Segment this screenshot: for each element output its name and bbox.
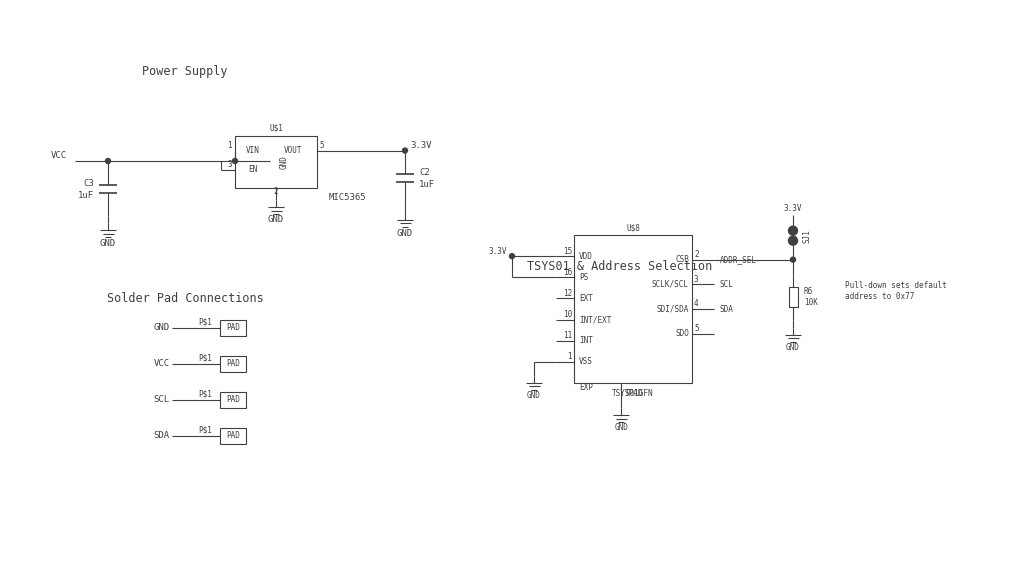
Text: INT/EXT: INT/EXT <box>579 315 611 324</box>
Text: 3: 3 <box>227 160 232 169</box>
Text: SCL: SCL <box>720 280 734 289</box>
Text: VDD: VDD <box>579 252 593 261</box>
Text: 12: 12 <box>563 289 572 298</box>
Text: GND: GND <box>614 423 628 433</box>
Text: CSB: CSB <box>675 255 689 264</box>
Text: P$1: P$1 <box>198 354 212 362</box>
Text: U$8: U$8 <box>626 223 640 233</box>
Text: 15: 15 <box>563 247 572 256</box>
Text: GND: GND <box>527 391 541 400</box>
Text: INT: INT <box>579 336 593 345</box>
Text: 3.3V: 3.3V <box>410 141 431 150</box>
Text: GND: GND <box>786 343 800 352</box>
Text: SDO: SDO <box>675 329 689 338</box>
Text: VSS: VSS <box>579 357 593 366</box>
Circle shape <box>788 236 798 245</box>
Text: 5: 5 <box>319 141 324 150</box>
Text: PAD: PAD <box>226 359 240 369</box>
Text: 5: 5 <box>694 324 698 333</box>
Text: GND: GND <box>100 240 116 248</box>
Text: PAD: PAD <box>226 324 240 332</box>
Text: SCLK/SCL: SCLK/SCL <box>652 280 689 289</box>
Text: GND: GND <box>280 155 289 169</box>
Text: TSYS01 & Address Selection: TSYS01 & Address Selection <box>527 260 713 272</box>
Text: SDA: SDA <box>720 305 734 313</box>
Text: TSYS01GFN: TSYS01GFN <box>612 388 653 397</box>
Circle shape <box>402 148 408 153</box>
Text: 1: 1 <box>227 141 232 150</box>
Text: ADDR_SEL: ADDR_SEL <box>720 255 757 264</box>
Bar <box>220 356 246 372</box>
Text: PAD: PAD <box>226 396 240 404</box>
Text: P$1: P$1 <box>198 389 212 399</box>
Text: SDI/SDA: SDI/SDA <box>656 305 689 313</box>
Text: P$1: P$1 <box>198 317 212 327</box>
Text: 1uF: 1uF <box>419 180 435 189</box>
Text: VCC: VCC <box>51 151 67 161</box>
Text: 3: 3 <box>694 275 698 284</box>
Text: PS: PS <box>579 273 588 282</box>
Text: TPAD: TPAD <box>626 388 644 397</box>
Text: 3.3V: 3.3V <box>488 247 507 256</box>
Text: 16: 16 <box>563 268 572 277</box>
Text: GND: GND <box>268 215 284 225</box>
Bar <box>220 428 246 444</box>
Text: 11: 11 <box>563 331 572 340</box>
Text: 3.3V: 3.3V <box>783 204 802 213</box>
Text: 10: 10 <box>563 310 572 319</box>
Text: 4: 4 <box>694 300 698 309</box>
Circle shape <box>105 158 111 164</box>
Text: 1uF: 1uF <box>78 191 94 199</box>
Bar <box>788 287 798 307</box>
Circle shape <box>791 257 796 262</box>
Circle shape <box>232 158 238 164</box>
Text: GND: GND <box>154 324 170 332</box>
Text: MIC5365: MIC5365 <box>329 194 367 203</box>
Text: VOUT: VOUT <box>284 146 302 155</box>
Bar <box>234 136 317 188</box>
Bar <box>220 320 246 336</box>
Text: PAD: PAD <box>226 431 240 441</box>
Text: 1: 1 <box>567 353 572 361</box>
Text: 2: 2 <box>694 250 698 259</box>
Text: C3: C3 <box>83 179 94 188</box>
Text: 2: 2 <box>273 188 279 196</box>
Text: SJ1: SJ1 <box>802 229 811 242</box>
Text: Power Supply: Power Supply <box>142 65 227 78</box>
Text: VCC: VCC <box>154 359 170 369</box>
Text: Pull-down sets default
address to 0x77: Pull-down sets default address to 0x77 <box>845 281 947 301</box>
Text: GND: GND <box>397 229 413 238</box>
Text: VIN: VIN <box>246 146 260 155</box>
Circle shape <box>510 253 514 259</box>
Text: Solder Pad Connections: Solder Pad Connections <box>106 291 263 305</box>
Text: SDA: SDA <box>154 431 170 441</box>
Bar <box>574 235 692 383</box>
Bar <box>220 392 246 408</box>
Text: C2: C2 <box>419 168 430 177</box>
Text: EXP: EXP <box>579 382 593 392</box>
Text: R6
10K: R6 10K <box>804 287 818 307</box>
Text: P$1: P$1 <box>198 426 212 434</box>
Text: EXT: EXT <box>579 294 593 303</box>
Text: U$1: U$1 <box>269 123 283 132</box>
Text: SCL: SCL <box>154 396 170 404</box>
Text: EN: EN <box>249 165 258 175</box>
Circle shape <box>788 226 798 235</box>
